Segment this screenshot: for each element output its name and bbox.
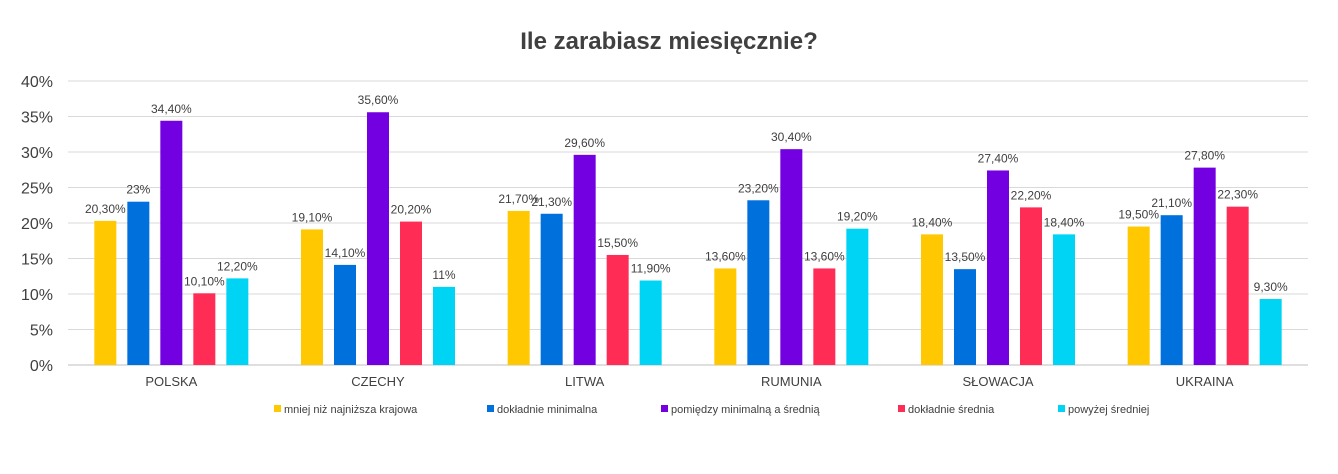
bar — [507, 210, 530, 365]
data-label: 11% — [432, 268, 455, 282]
bar — [226, 278, 249, 365]
y-axis-ticks: 0% 5% 10% 15% 20% 25% 30% 35% 40% — [21, 74, 53, 375]
data-label: 13,60% — [705, 249, 746, 263]
bar — [94, 220, 117, 365]
data-label: 20,30% — [85, 202, 126, 216]
legend: mniej niż najniższa krajowa dokładnie min… — [274, 404, 1149, 416]
bar — [540, 213, 563, 365]
data-label: 21,70% — [498, 192, 539, 206]
bar — [433, 286, 455, 365]
data-label: 19,20% — [837, 210, 878, 224]
legend-label: pomiędzy minimalną a średnią — [671, 404, 820, 416]
bar — [813, 268, 836, 365]
category-label: POLSKA — [145, 374, 197, 389]
data-label: 35,60% — [358, 93, 399, 107]
bar — [573, 154, 596, 365]
bar — [1127, 226, 1150, 365]
y-tick-label: 15% — [21, 252, 53, 269]
data-label: 30,40% — [771, 130, 812, 144]
category-label: UKRAINA — [1176, 374, 1234, 389]
bar — [127, 201, 150, 365]
data-label: 15,50% — [597, 236, 638, 250]
legend-swatch — [487, 405, 494, 412]
y-tick-label: 25% — [21, 181, 53, 198]
bar — [1160, 215, 1183, 365]
bars — [94, 112, 1282, 366]
data-label: 22,20% — [1011, 188, 1052, 202]
data-label: 19,50% — [1118, 208, 1159, 222]
bar — [367, 112, 389, 366]
category-labels: POLSKA CZECHY LITWA RUMUNIA SŁOWACJA UKRAINA — [145, 374, 1234, 389]
data-label: 23% — [126, 183, 150, 197]
data-label: 22,30% — [1217, 188, 1258, 202]
bar — [987, 170, 1009, 365]
y-tick-label: 35% — [21, 110, 53, 127]
category-label: CZECHY — [351, 374, 405, 389]
category-label: LITWA — [565, 374, 605, 389]
data-label: 9,30% — [1254, 280, 1288, 294]
data-label: 27,40% — [978, 151, 1019, 165]
data-label: 23,20% — [738, 181, 779, 195]
data-label: 29,60% — [564, 136, 605, 150]
data-label: 27,80% — [1184, 149, 1225, 163]
bar — [780, 149, 803, 365]
data-label: 18,40% — [1044, 215, 1085, 229]
bar — [160, 120, 183, 365]
legend-label: mniej niż najniższa krajowa — [284, 404, 418, 416]
bar — [193, 293, 216, 365]
category-label: RUMUNIA — [761, 374, 822, 389]
bar — [921, 234, 943, 365]
bar — [301, 229, 323, 365]
y-tick-label: 5% — [30, 323, 53, 340]
data-label: 34,40% — [151, 102, 192, 116]
bar — [1020, 207, 1042, 365]
legend-swatch — [274, 405, 281, 412]
data-label: 13,60% — [804, 249, 845, 263]
data-label: 10,10% — [184, 274, 225, 288]
gridlines — [68, 80, 1308, 366]
data-label: 20,20% — [391, 203, 432, 217]
bar — [606, 254, 629, 365]
data-labels: 20,30%23% 34,40% 10,10%12,20% 19,10% 14,10% 3… — [85, 93, 1288, 294]
y-tick-label: 30% — [21, 145, 53, 162]
bar — [1226, 206, 1249, 365]
y-tick-label: 20% — [21, 216, 53, 233]
data-label: 11,90% — [631, 262, 671, 276]
legend-swatch — [661, 405, 668, 412]
bar — [846, 228, 869, 365]
bar — [954, 269, 976, 365]
legend-label: dokładnie minimalna — [497, 404, 598, 416]
y-tick-label: 10% — [21, 287, 53, 304]
legend-label: dokładnie średnia — [908, 404, 995, 416]
bar — [714, 268, 737, 365]
bar — [1259, 298, 1282, 365]
y-tick-label: 0% — [30, 358, 53, 375]
chart-title: Ile zarabiasz miesięcznie? — [520, 28, 817, 55]
bar — [400, 221, 422, 365]
bar — [334, 264, 356, 365]
bar — [1053, 234, 1075, 365]
bar — [639, 280, 662, 365]
legend-swatch — [898, 405, 905, 412]
legend-label: powyżej średniej — [1068, 404, 1149, 416]
data-label: 21,10% — [1151, 196, 1192, 210]
data-label: 14,10% — [325, 246, 366, 260]
y-tick-label: 40% — [21, 74, 53, 91]
data-label: 12,20% — [217, 259, 258, 273]
data-label: 21,30% — [531, 195, 572, 209]
data-label: 19,10% — [292, 210, 333, 224]
data-label: 13,50% — [945, 250, 986, 264]
bar — [1193, 167, 1216, 365]
data-label: 18,40% — [912, 215, 953, 229]
category-label: SŁOWACJA — [962, 374, 1033, 389]
bar — [747, 200, 770, 365]
legend-swatch — [1058, 405, 1065, 412]
